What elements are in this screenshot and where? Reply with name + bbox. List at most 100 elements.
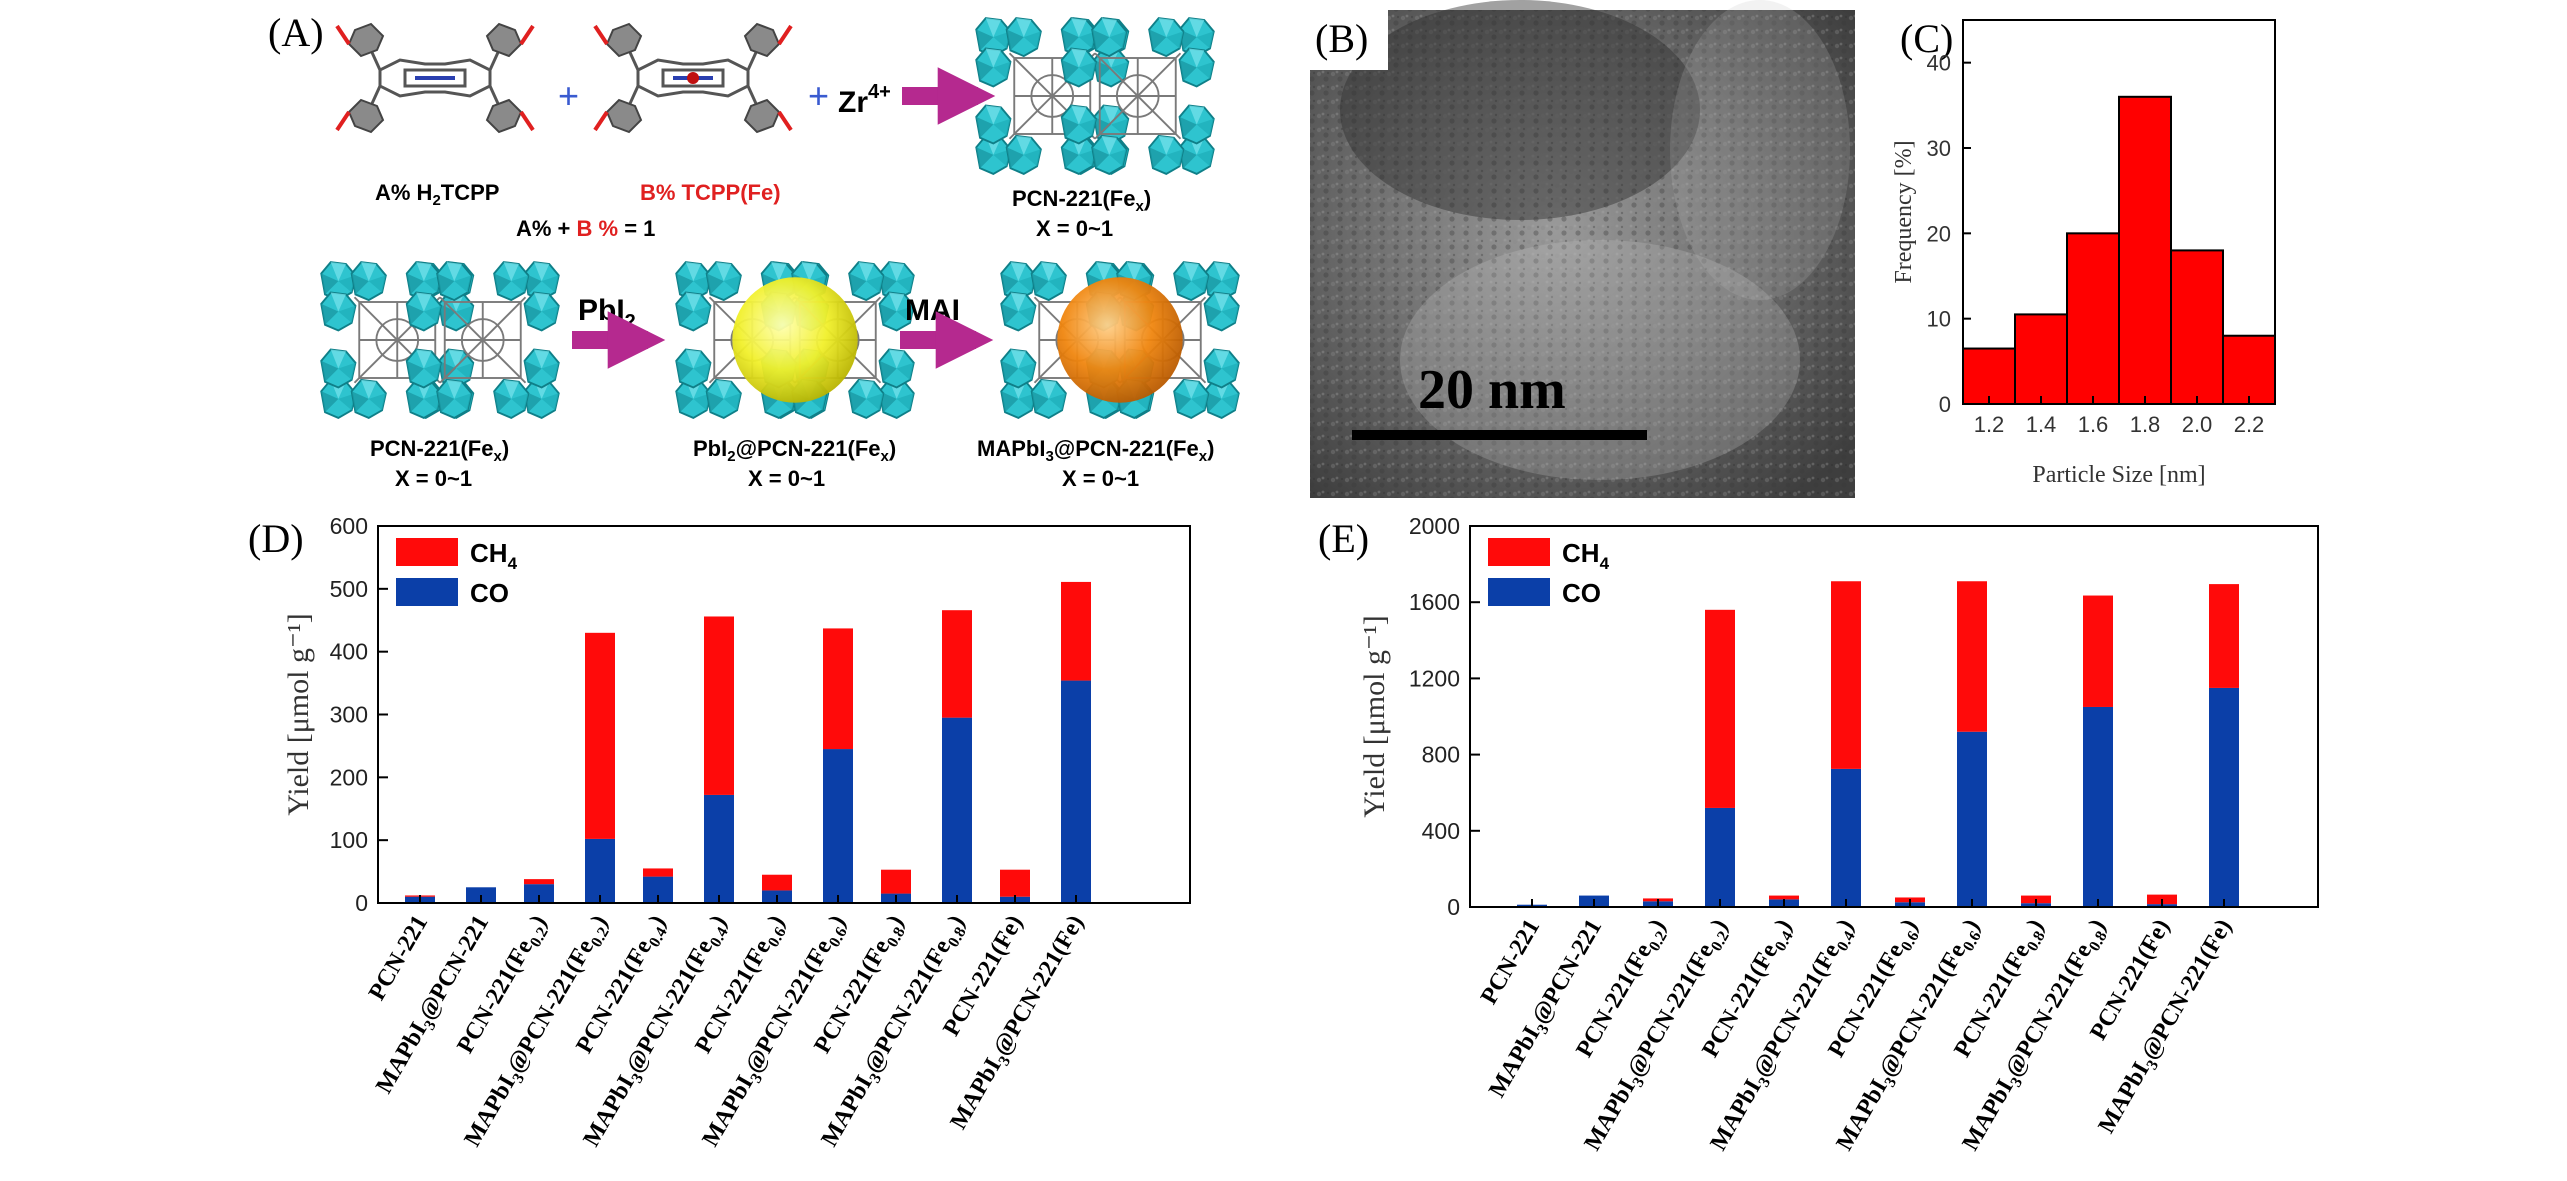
y-tick-label: 30 <box>1927 136 1951 161</box>
bar-segment-co <box>1061 680 1091 903</box>
x-tick-label: 2.2 <box>2234 412 2265 437</box>
legend-label-ch4-base: CH <box>1562 538 1600 568</box>
x-category-label: MAPbI3@PCN-221 <box>1484 915 1610 1104</box>
x-tick-label: 1.6 <box>2078 412 2109 437</box>
bar-segment-ch4 <box>704 616 734 795</box>
x-category-label-part: MAPbI <box>460 1071 521 1151</box>
x-category-label-part: MAPbI <box>371 1018 432 1098</box>
mai-step-label: MAI <box>905 294 960 327</box>
pcn221-start-structure <box>321 262 559 418</box>
panel-b-label: (B) <box>1315 16 1368 61</box>
panel-b-label-bg <box>1310 10 1388 70</box>
zr-ion-label: Zr4+ <box>838 81 891 119</box>
panel-c-label: (C) <box>1900 16 1953 61</box>
x-category-label-part: PCN-221 <box>364 911 433 1005</box>
legend-label-co: CO <box>1562 578 1601 608</box>
bar-segment-ch4 <box>643 868 673 877</box>
bar-segment-ch4 <box>881 869 911 894</box>
legend-label-co: CO <box>470 578 509 608</box>
bar-segment-ch4 <box>1705 609 1735 808</box>
x-category-label-part: MAPbI <box>2094 1058 2155 1138</box>
legend-swatch-co <box>1488 578 1550 606</box>
y-tick-label: 300 <box>330 702 368 728</box>
bar-segment-ch4 <box>1769 895 1799 900</box>
pcn-product-label: PCN-221(Fex) <box>1012 186 1151 215</box>
x-category-label-part: MAPbI <box>817 1071 878 1151</box>
histogram-bar <box>2014 313 2068 405</box>
bar-segment-co <box>823 749 853 903</box>
legend-label-ch4-sub: 4 <box>1600 554 1610 573</box>
histogram-bar <box>2222 334 2276 406</box>
bar-segment-ch4 <box>585 632 615 839</box>
y-axis-label: Yield [μmol g⁻¹] <box>282 613 315 816</box>
c2-label: PbI2@PCN-221(Fex) <box>693 436 896 465</box>
y-tick-label: 600 <box>330 513 368 539</box>
y-tick-label: 1200 <box>1409 665 1460 691</box>
x-tick-label: 2.0 <box>2182 412 2213 437</box>
h2tcpp-label: A% H2TCPP <box>375 180 499 209</box>
panel-a: (A) + + Zr4+ A% H2TCPP B% TCPP(Fe) A% + … <box>268 10 1239 491</box>
c3-label: MAPbI3@PCN-221(Fex) <box>977 436 1214 465</box>
pcn221-product-structure <box>976 18 1214 174</box>
pbi2-yellow-sphere <box>732 277 858 403</box>
plot-frame <box>1469 525 2319 908</box>
tcpp-fe-label: B% TCPP(Fe) <box>640 180 781 205</box>
x-category-label-part: MAPbI <box>1706 1075 1767 1155</box>
x-category-label-part: PCN-221 <box>1476 915 1545 1009</box>
histogram-bar <box>1962 347 2016 405</box>
sum-equation: A% + B % = 1 <box>516 216 655 241</box>
x-category-label-part: MAPbI <box>1484 1022 1545 1102</box>
bar-segment-co <box>1957 731 1987 907</box>
bar-segment-ch4 <box>762 874 792 891</box>
bar-segment-ch4 <box>1061 581 1091 681</box>
bar-segment-ch4 <box>1000 869 1030 897</box>
histogram-bar <box>2118 95 2172 406</box>
panel-e: (E) 0 400 800 1200 1600 2000 PCN-221MAPbI3@PCN… <box>1318 513 2319 1155</box>
mapbi3-pcn-structure <box>1001 262 1239 418</box>
panel-d-label: (D) <box>248 516 304 561</box>
panel-d: (D) 0100200300400500600PCN-221MAPbI3@PCN… <box>248 513 1191 1151</box>
y-tick-label: 0 <box>1939 392 1951 417</box>
bar-segment-ch4 <box>942 610 972 718</box>
x-tick-label: 1.2 <box>1974 412 2005 437</box>
x-category-label: PCN-221 <box>1476 915 1545 1009</box>
legend-label-ch4-sub: 4 <box>508 554 518 573</box>
chart-e-yield: 0 400 800 1200 1600 2000 PCN-221MAPbI3@PCN-221… <box>1358 513 2319 1155</box>
y-tick-label: 20 <box>1927 221 1951 246</box>
x-category-label-part: MAPbI <box>1958 1075 2019 1155</box>
panel-b: (B) 20 nm <box>1310 0 1855 498</box>
bar-segment-co <box>2209 687 2239 907</box>
bar-segment-ch4 <box>823 628 853 750</box>
y-tick-label: 800 <box>1422 742 1460 768</box>
tcpp-fe-molecule <box>593 22 793 134</box>
bar-segment-co <box>524 884 554 903</box>
bar-segment-co <box>2083 706 2113 907</box>
legend-swatch-ch4 <box>1488 538 1550 566</box>
x-category-label: PCN-221 <box>364 911 433 1005</box>
y-tick-label: 0 <box>355 890 368 916</box>
x-tick-label: 1.8 <box>2130 412 2161 437</box>
x-category-label-part: MAPbI <box>1832 1075 1893 1155</box>
x-category-label-part: MAPbI <box>698 1071 759 1151</box>
panel-a-label: (A) <box>268 10 324 55</box>
bar-segment-co <box>942 717 972 903</box>
bar-segment-ch4 <box>524 879 554 885</box>
y-tick-label: 0 <box>1447 894 1460 920</box>
bar-segment-ch4 <box>1957 581 1987 732</box>
bar-segment-ch4 <box>1831 581 1861 769</box>
panel-c: (C) 0 10 20 30 40 1.2 1.4 1.6 1.8 2.0 2.2 Particle … <box>1891 16 2276 488</box>
legend-label-ch4: CH4 <box>1562 538 1610 573</box>
x-category-label-part: MAPbI <box>579 1071 640 1151</box>
h2tcpp-molecule <box>335 22 535 134</box>
histogram-bar <box>2170 249 2224 405</box>
histogram-particle-size: 0 10 20 30 40 1.2 1.4 1.6 1.8 2.0 2.2 Particle Size… <box>1891 19 2276 488</box>
legend-label-ch4-base: CH <box>470 538 508 568</box>
scale-bar <box>1352 430 1647 440</box>
bar-segment-ch4 <box>2209 584 2239 688</box>
y-tick-label: 200 <box>330 764 368 790</box>
pcn-product-x: X = 0~1 <box>1036 216 1113 241</box>
y-tick-label: 500 <box>330 576 368 602</box>
x-category-label-part: MAPbI <box>946 1054 1007 1134</box>
y-tick-label: 10 <box>1927 307 1951 332</box>
